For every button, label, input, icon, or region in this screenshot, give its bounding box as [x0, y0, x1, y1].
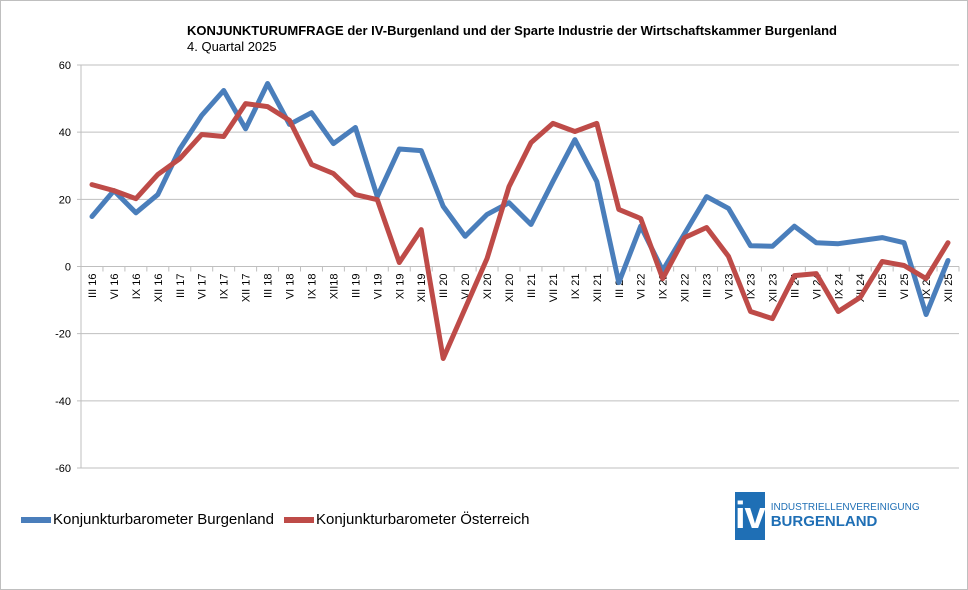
y-tick-label: -60 [55, 463, 71, 475]
y-tick-label: 60 [59, 60, 71, 72]
x-tick-label: XI 19 [394, 274, 406, 300]
x-tick-label: VI 22 [636, 274, 648, 300]
x-tick-label: XII 23 [767, 274, 779, 303]
logo-line2: BURGENLAND [770, 513, 878, 530]
x-tick-label: VI 18 [285, 274, 297, 300]
x-tick-label: VII 21 [548, 274, 560, 303]
x-tick-label: IX 17 [219, 274, 231, 300]
legend-label-oesterreich: Konjunkturbarometer Österreich [315, 511, 530, 528]
x-tick-label: III 17 [175, 274, 187, 298]
series-line-burgenland [89, 81, 951, 317]
logo-line1: INDUSTRIELLENVEREINIGUNG [770, 502, 920, 513]
series-line-oesterreich [89, 101, 951, 361]
x-tick-label: IX 16 [131, 274, 143, 300]
x-tick-label: XI 20 [482, 274, 494, 300]
legend-swatch-oesterreich [283, 516, 314, 523]
legend-item-oesterreich: Konjunkturbarometer Österreich [283, 511, 530, 528]
y-tick-label: -20 [55, 329, 71, 341]
legend: Konjunkturbarometer Burgenland Konjunktu… [21, 511, 539, 528]
x-tick-label: IX 23 [745, 274, 757, 300]
x-tick-label: VI 20 [460, 274, 472, 300]
chart-subtitle: 4. Quartal 2025 [187, 39, 277, 54]
x-tick-label: III 23 [702, 274, 714, 298]
line-chart: 60 40 20 0 -20 -40 -60 III 16 VI 16 IX 16 XII 16 II… [55, 60, 960, 475]
x-tick-label: VI 16 [109, 274, 121, 300]
x-tick-label: III 21 [526, 274, 538, 298]
legend-swatch-burgenland [21, 516, 51, 523]
x-tick-label: XII 17 [241, 274, 253, 303]
x-tick-label: IX 24 [833, 274, 845, 300]
x-tick-label: XII 16 [153, 274, 165, 303]
logo-mark: iv [735, 492, 766, 540]
x-tick-label: III 16 [87, 274, 99, 298]
y-tick-label: 20 [59, 194, 71, 206]
x-tick-label: III 18 [263, 274, 275, 298]
x-tick-label: XII 22 [680, 274, 692, 303]
chart-title: KONJUNKTURUMFRAGE der IV-Burgenland und … [187, 23, 837, 38]
x-tick-label: III 20 [438, 274, 450, 298]
legend-label-burgenland: Konjunkturbarometer Burgenland [53, 511, 274, 528]
y-tick-label: 0 [65, 262, 71, 274]
x-tick-label: XII 21 [592, 274, 604, 303]
x-tick-label: VI 23 [724, 274, 736, 300]
x-tick-label: XII 19 [416, 274, 428, 303]
x-tick-label: IX 21 [570, 274, 582, 300]
iv-burgenland-logo: iv INDUSTRIELLENVEREINIGUNG BURGENLAND [735, 492, 920, 540]
y-tick-label: -40 [55, 396, 71, 408]
y-tick-label: 40 [59, 127, 71, 139]
x-tick-label: XII 20 [504, 274, 516, 303]
x-tick-label: VI 17 [197, 274, 209, 300]
x-tick-label: XII18 [328, 274, 340, 300]
legend-item-burgenland: Konjunkturbarometer Burgenland [21, 511, 274, 528]
x-tick-label: VI 19 [372, 274, 384, 300]
x-tick-label: VI 25 [899, 274, 911, 300]
x-tick-label: IX 18 [306, 274, 318, 300]
x-tick-label: III 19 [350, 274, 362, 298]
x-tick-label: XII 25 [943, 274, 955, 303]
x-tick-label: III 25 [877, 274, 889, 298]
